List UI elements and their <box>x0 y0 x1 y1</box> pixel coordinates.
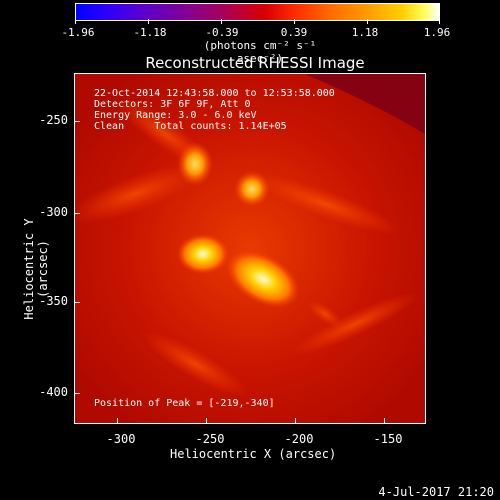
plot-title: Reconstructed RHESSI Image <box>145 54 365 72</box>
colorbar-tick <box>367 19 368 24</box>
rhessi-image: 22-Oct-2014 12:43:58.000 to 12:53:58.000… <box>74 73 426 424</box>
colorbar-tick-label: 1.18 <box>351 26 379 39</box>
x-tick <box>117 418 118 424</box>
y-tick <box>74 393 80 394</box>
x-tick <box>295 418 296 424</box>
x-tick-label: -200 <box>284 432 314 446</box>
colorbar-tick-label: 1.96 <box>423 26 451 39</box>
timestamp: 4-Jul-2017 21:20 <box>378 485 494 499</box>
colorbar-tick <box>148 19 149 24</box>
image-canvas <box>75 74 425 423</box>
info-detectors: Detectors: 3F 6F 9F, Att 0 <box>94 99 251 110</box>
y-tick-label: -300 <box>39 205 68 219</box>
y-tick-label: -250 <box>39 113 68 127</box>
x-tick <box>384 418 385 424</box>
colorbar-tick <box>221 19 222 24</box>
colorbar-tick <box>294 19 295 24</box>
y-tick-label: -350 <box>39 294 68 308</box>
y-axis-label: Heliocentric Y (arcsec) <box>22 218 50 320</box>
y-tick <box>74 213 80 214</box>
y-tick <box>74 302 80 303</box>
y-tick-label: -400 <box>39 385 68 399</box>
x-tick-label: -150 <box>373 432 403 446</box>
x-tick-label: -300 <box>106 432 136 446</box>
info-observation-time: 22-Oct-2014 12:43:58.000 to 12:53:58.000 <box>94 88 335 99</box>
colorbar <box>75 3 440 21</box>
colorbar-tick-label: -1.96 <box>61 26 95 39</box>
colorbar-tick-label: -1.18 <box>133 26 167 39</box>
colorbar-tick <box>75 19 76 24</box>
x-axis-label: Heliocentric X (arcsec) <box>170 447 337 461</box>
colorbar-units: (photons cm⁻² s⁻¹ asec⁻²) <box>203 39 317 65</box>
colorbar-tick <box>439 19 440 24</box>
y-tick <box>74 121 80 122</box>
info-clean-counts: Clean Total counts: 1.14E+05 <box>94 121 287 132</box>
x-tick-label: -250 <box>195 432 225 446</box>
info-peak-position: Position of Peak = [-219,-340] <box>94 398 275 409</box>
colorbar-tick-label: -0.39 <box>205 26 239 39</box>
colorbar-tick-label: 0.39 <box>280 26 308 39</box>
info-energy-range: Energy Range: 3.0 - 6.0 keV <box>94 110 257 121</box>
x-tick <box>206 418 207 424</box>
